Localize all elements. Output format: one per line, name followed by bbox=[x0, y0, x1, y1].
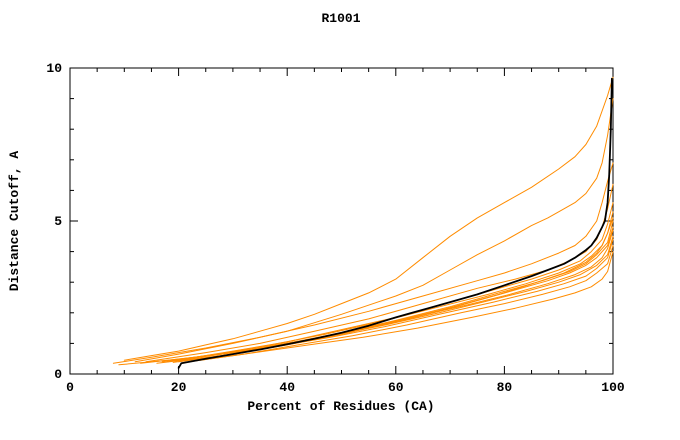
series-line-model-06 bbox=[178, 220, 614, 361]
x-tick-label: 100 bbox=[601, 380, 625, 395]
y-tick-label: 0 bbox=[54, 367, 62, 382]
x-tick-label: 60 bbox=[388, 380, 404, 395]
chart-title: R1001 bbox=[321, 11, 360, 26]
series-line-model-07 bbox=[178, 226, 614, 363]
series-line-highlighted-model bbox=[177, 77, 613, 369]
y-tick-label: 5 bbox=[54, 214, 62, 229]
series-line-model-09 bbox=[189, 245, 614, 363]
tick-label-layer: 0 20 40 60 80 100 0 5 10 bbox=[46, 61, 625, 395]
x-tick-label: 0 bbox=[66, 380, 74, 395]
plot-frame bbox=[69, 67, 614, 375]
y-axis-label: Distance Cutoff, A bbox=[7, 151, 22, 292]
axes-layer bbox=[69, 67, 614, 375]
series-layer bbox=[112, 76, 614, 369]
x-tick-label: 40 bbox=[279, 380, 295, 395]
series-line-model-12 bbox=[140, 229, 614, 364]
y-tick-label: 10 bbox=[46, 61, 62, 76]
x-tick-label: 80 bbox=[497, 380, 513, 395]
series-line-model-01 bbox=[123, 76, 614, 361]
series-line-model-14 bbox=[172, 217, 614, 363]
series-line-model-04 bbox=[145, 183, 614, 363]
x-axis-label: Percent of Residues (CA) bbox=[247, 399, 434, 414]
series-line-model-11 bbox=[118, 238, 614, 366]
series-line-model-10 bbox=[199, 251, 614, 361]
series-line-model-03 bbox=[112, 162, 614, 364]
x-tick-label: 20 bbox=[171, 380, 187, 395]
